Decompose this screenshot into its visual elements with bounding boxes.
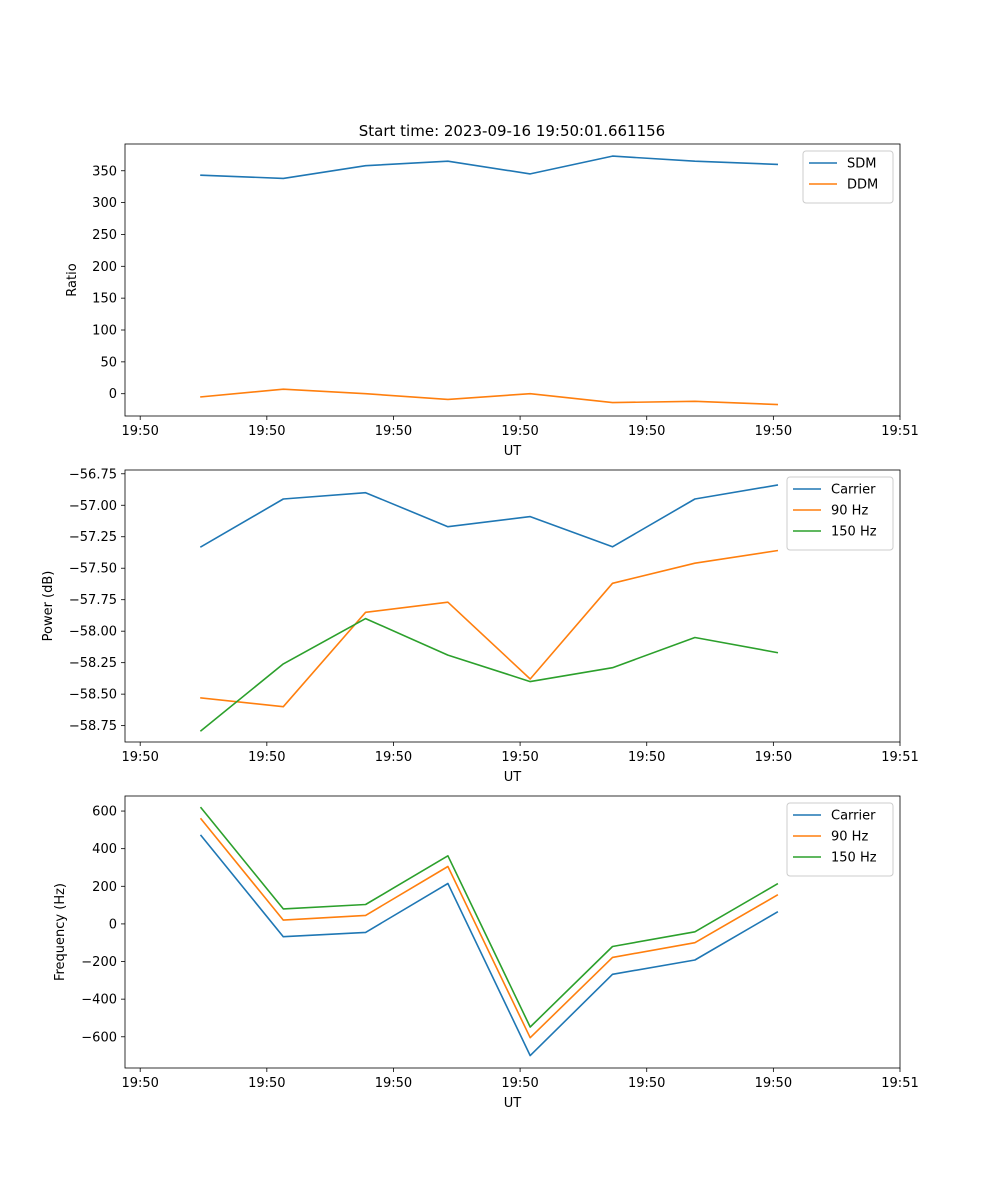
x-tick-label: 19:50 — [501, 750, 538, 765]
y-tick-label: −56.75 — [69, 467, 117, 482]
x-tick-label: 19:50 — [501, 424, 538, 439]
y-tick-label: 0 — [109, 917, 117, 932]
chart-panels: 19:50 19:50 19:50 19:50 19:50 19:50 19:51 0 50 10… — [41, 143, 919, 1111]
x-axis-label: UT — [504, 770, 522, 785]
y-tick-label: 400 — [92, 842, 117, 857]
x-tick-label: 19:50 — [121, 1076, 158, 1091]
x-tick-label: 19:50 — [755, 750, 792, 765]
y-tick-label: −57.75 — [69, 593, 117, 608]
x-tick-label: 19:50 — [121, 750, 158, 765]
y-tick-label: 0 — [109, 387, 117, 402]
y-tick-label: −57.50 — [69, 562, 117, 577]
x-axis-label: UT — [504, 1096, 522, 1111]
x-tick-label: 19:50 — [628, 1076, 665, 1091]
series-line-90-hz — [199, 817, 779, 1039]
y-tick-label: 50 — [100, 355, 117, 370]
x-tick-label: 19:51 — [881, 750, 918, 765]
plot-frame — [124, 795, 901, 1069]
y-axis-label: Frequency (Hz) — [53, 883, 68, 981]
x-tick-label: 19:50 — [628, 750, 665, 765]
panel-2: 19:50 19:50 19:50 19:50 19:50 19:50 19:51 −58.7… — [41, 467, 919, 785]
legend-label: 90 Hz — [831, 830, 868, 845]
y-tick-label: 600 — [92, 805, 117, 820]
y-tick-label: −58.75 — [69, 719, 117, 734]
x-axis-label: UT — [504, 444, 522, 459]
legend-label: 150 Hz — [831, 525, 877, 540]
x-tick-label: 19:50 — [375, 424, 412, 439]
y-tick-label: −58.50 — [69, 688, 117, 703]
series-line-sdm — [200, 155, 779, 180]
y-tick-label: −600 — [81, 1030, 117, 1045]
x-tick-label: 19:50 — [628, 424, 665, 439]
legend-box — [802, 150, 894, 204]
series-line-150-hz — [199, 806, 779, 1028]
y-tick-label: −58.25 — [69, 656, 117, 671]
x-tick-label: 19:50 — [375, 750, 412, 765]
y-axis-label: Ratio — [65, 263, 80, 296]
legend-label: Carrier — [831, 483, 876, 498]
y-tick-label: 250 — [92, 228, 117, 243]
y-axis-label: Power (dB) — [41, 571, 56, 642]
x-tick-label: 19:50 — [248, 1076, 285, 1091]
y-tick-label: −57.25 — [69, 530, 117, 545]
chart-title: Start time: 2023-09-16 19:50:01.661156 — [359, 122, 665, 140]
x-tick-label: 19:50 — [121, 424, 158, 439]
x-tick-label: 19:50 — [375, 1076, 412, 1091]
x-tick-label: 19:50 — [755, 1076, 792, 1091]
x-tick-label: 19:50 — [248, 424, 285, 439]
panel-3: 19:50 19:50 19:50 19:50 19:50 19:50 19:51 −600 −… — [53, 795, 919, 1111]
series-line-ddm — [200, 388, 779, 406]
y-tick-label: 100 — [92, 324, 117, 339]
series-line-90-hz — [200, 549, 779, 708]
plot-frame — [124, 143, 901, 417]
y-tick-label: −400 — [81, 993, 117, 1008]
x-tick-label: 19:50 — [501, 1076, 538, 1091]
legend-label: DDM — [847, 178, 878, 193]
y-tick-label: 350 — [92, 164, 117, 179]
legend-label: Carrier — [831, 809, 876, 824]
panel-1: 19:50 19:50 19:50 19:50 19:50 19:50 19:51 0 50 10… — [65, 143, 919, 459]
series-line-carrier — [199, 834, 779, 1057]
series-line-carrier — [199, 484, 779, 548]
x-tick-label: 19:51 — [881, 424, 918, 439]
x-tick-label: 19:50 — [755, 424, 792, 439]
legend-label: 90 Hz — [831, 504, 868, 519]
y-tick-label: 150 — [92, 292, 117, 307]
y-tick-label: 300 — [92, 196, 117, 211]
y-tick-label: 200 — [92, 880, 117, 895]
y-tick-label: 200 — [92, 260, 117, 275]
y-tick-label: −57.00 — [69, 499, 117, 514]
x-tick-label: 19:50 — [248, 750, 285, 765]
legend-label: 150 Hz — [831, 851, 877, 866]
y-tick-label: −200 — [81, 955, 117, 970]
series-line-150-hz — [199, 617, 779, 732]
plot-frame — [124, 469, 901, 743]
x-tick-label: 19:51 — [881, 1076, 918, 1091]
y-tick-label: −58.00 — [69, 625, 117, 640]
legend-label: SDM — [847, 157, 876, 172]
